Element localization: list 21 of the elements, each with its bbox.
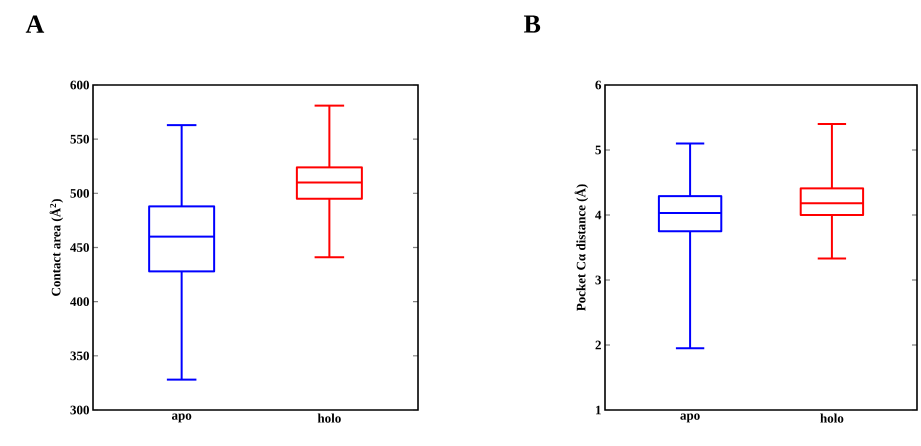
y-tick-label: 450 bbox=[70, 243, 89, 252]
y-tick-label: 300 bbox=[70, 406, 89, 414]
y-tick-label: 550 bbox=[70, 134, 89, 144]
chart-title: A bbox=[26, 16, 44, 33]
y-tick-label: 350 bbox=[70, 351, 89, 360]
x-tick-label: apo bbox=[172, 414, 192, 422]
y-tick-label: 600 bbox=[70, 80, 89, 90]
y-axis-title: Contact area (Å$^{2}$) bbox=[50, 199, 64, 296]
y-tick-label: 500 bbox=[70, 188, 89, 198]
y-tick-label: 400 bbox=[70, 297, 89, 306]
x-tick-label: holo bbox=[820, 414, 844, 423]
x-tick-label: holo bbox=[318, 414, 341, 423]
y-tick-label: 4 bbox=[595, 210, 602, 220]
y-tick-label: 2 bbox=[596, 340, 601, 350]
chart-title: B bbox=[524, 16, 540, 33]
x-tick-label: apo bbox=[680, 414, 700, 422]
y-tick-label: 5 bbox=[595, 146, 601, 154]
y-tick-label: 3 bbox=[595, 276, 602, 284]
y-axis-title: Pocket Cα distance (Å) bbox=[574, 184, 588, 312]
y-tick-label: 6 bbox=[595, 80, 602, 90]
y-tick-label: 1 bbox=[596, 406, 601, 414]
